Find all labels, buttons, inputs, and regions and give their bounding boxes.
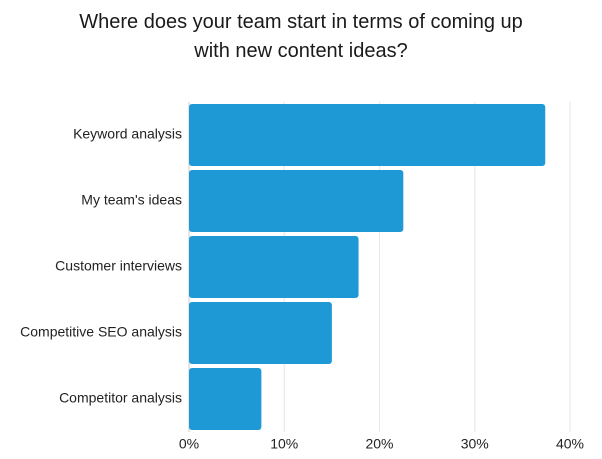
- category-label: My team's ideas: [81, 192, 182, 208]
- x-axis-ticks: 0% 10% 20% 30% 40%: [179, 436, 584, 452]
- x-tick-label: 0%: [179, 436, 199, 452]
- bar: [189, 368, 262, 430]
- bars: [189, 104, 546, 430]
- bar: [189, 104, 546, 166]
- x-tick-label: 20%: [365, 436, 393, 452]
- category-label: Competitive SEO analysis: [20, 324, 182, 340]
- chart-title: Where does your team start in terms of c…: [79, 11, 523, 62]
- x-tick-label: 10%: [270, 436, 298, 452]
- bar: [189, 170, 404, 232]
- category-label: Keyword analysis: [73, 126, 182, 142]
- category-label: Customer interviews: [55, 258, 182, 274]
- category-label: Competitor analysis: [59, 390, 182, 406]
- bar: [189, 302, 332, 364]
- x-tick-label: 40%: [556, 436, 584, 452]
- bar: [189, 236, 359, 298]
- x-tick-label: 30%: [461, 436, 489, 452]
- category-labels: Keyword analysis My team's ideas Customer …: [20, 126, 182, 406]
